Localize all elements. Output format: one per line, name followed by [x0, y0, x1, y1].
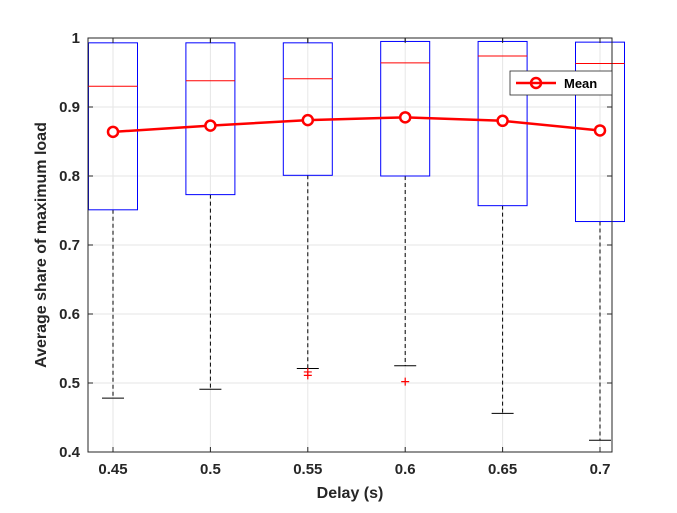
outlier-marker: [401, 377, 410, 386]
x-tick-label: 0.6: [395, 461, 416, 478]
x-axis-label: Delay (s): [317, 485, 384, 502]
box-plot-series: [88, 37, 625, 441]
mean-series: [106, 111, 607, 139]
x-tick-label: 0.45: [98, 461, 127, 478]
grid-lines: [88, 37, 612, 453]
legend-mean-label: Mean: [564, 76, 597, 91]
x-tick-label: 0.55: [293, 461, 322, 478]
legend: Mean: [509, 70, 613, 96]
y-axis-label: Average share of maximum load: [33, 122, 50, 368]
mean-marker: [398, 111, 412, 124]
mean-marker: [204, 119, 217, 132]
mean-marker: [496, 114, 509, 128]
y-tick-label: 0.4: [59, 444, 81, 461]
y-tick-label: 0.9: [59, 99, 80, 116]
mean-marker: [593, 124, 607, 137]
x-tick-label: 0.7: [590, 461, 611, 478]
y-tick-label: 0.7: [59, 237, 80, 254]
y-tick-label: 0.6: [59, 306, 80, 323]
x-tick-label: 0.65: [488, 461, 517, 478]
legend-mean-marker: [529, 76, 543, 90]
y-tick-label: 1: [72, 30, 80, 47]
outlier-marker: [303, 371, 312, 380]
y-tick-label: 0.8: [59, 168, 80, 185]
mean-marker: [301, 113, 315, 127]
x-tick-label: 0.5: [200, 461, 221, 478]
mean-line: [112, 116, 601, 134]
mean-marker: [106, 125, 120, 139]
axis-ticks: 0.4 0.5 0.6 0.7 0.8 0.9 1 0.45 0.5 0.55 0.6 0.65 0.7: [59, 30, 612, 478]
y-tick-label: 0.5: [59, 375, 80, 392]
